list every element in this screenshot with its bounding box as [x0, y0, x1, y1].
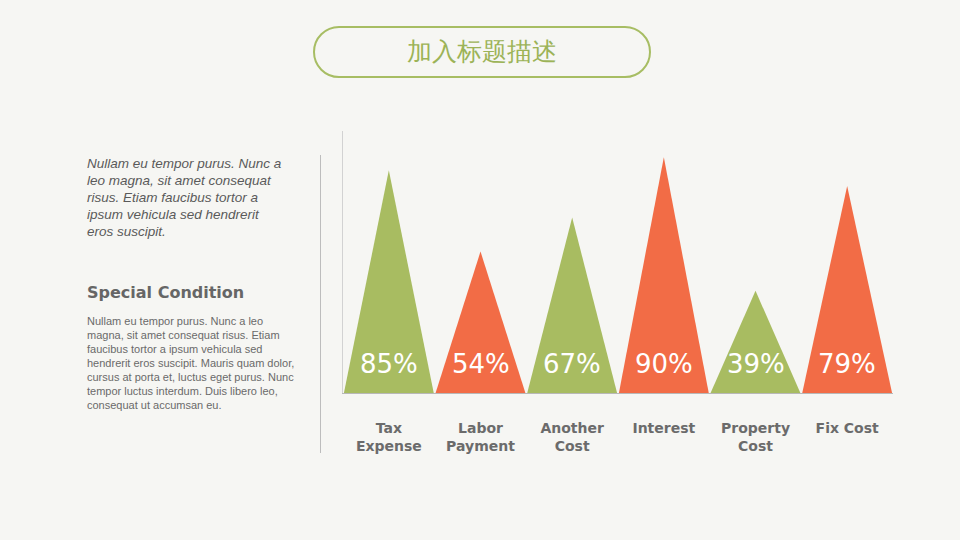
svg-text:90%: 90%: [635, 349, 693, 379]
html-text:加入标题描述: 加入标题描述: [407, 37, 557, 66]
svg-text:39%: 39%: [727, 349, 785, 379]
svg-text:AnotherCost: AnotherCost: [540, 420, 604, 454]
svg-text:54%: 54%: [452, 349, 510, 379]
svg-text:TaxExpense: TaxExpense: [356, 420, 422, 454]
svg-text:85%: 85%: [360, 349, 418, 379]
svg-text:67%: 67%: [543, 349, 601, 379]
svg-text:Interest: Interest: [632, 420, 695, 436]
svg-text:Fix Cost: Fix Cost: [816, 420, 879, 436]
html-text:Nullam eu tempor purus. Nunc a: Nullam eu tempor purus. Nunc a leo magna…: [87, 156, 282, 239]
svg-text:LaborPayment: LaborPayment: [446, 420, 515, 454]
html-text:Special Condition: Special Condition: [87, 283, 245, 302]
svg-text:79%: 79%: [818, 349, 876, 379]
html-text:Nullam eu tempor purus. Nunc a: Nullam eu tempor purus. Nunc a leo magna…: [87, 315, 295, 411]
svg-text:PropertyCost: PropertyCost: [721, 420, 790, 454]
